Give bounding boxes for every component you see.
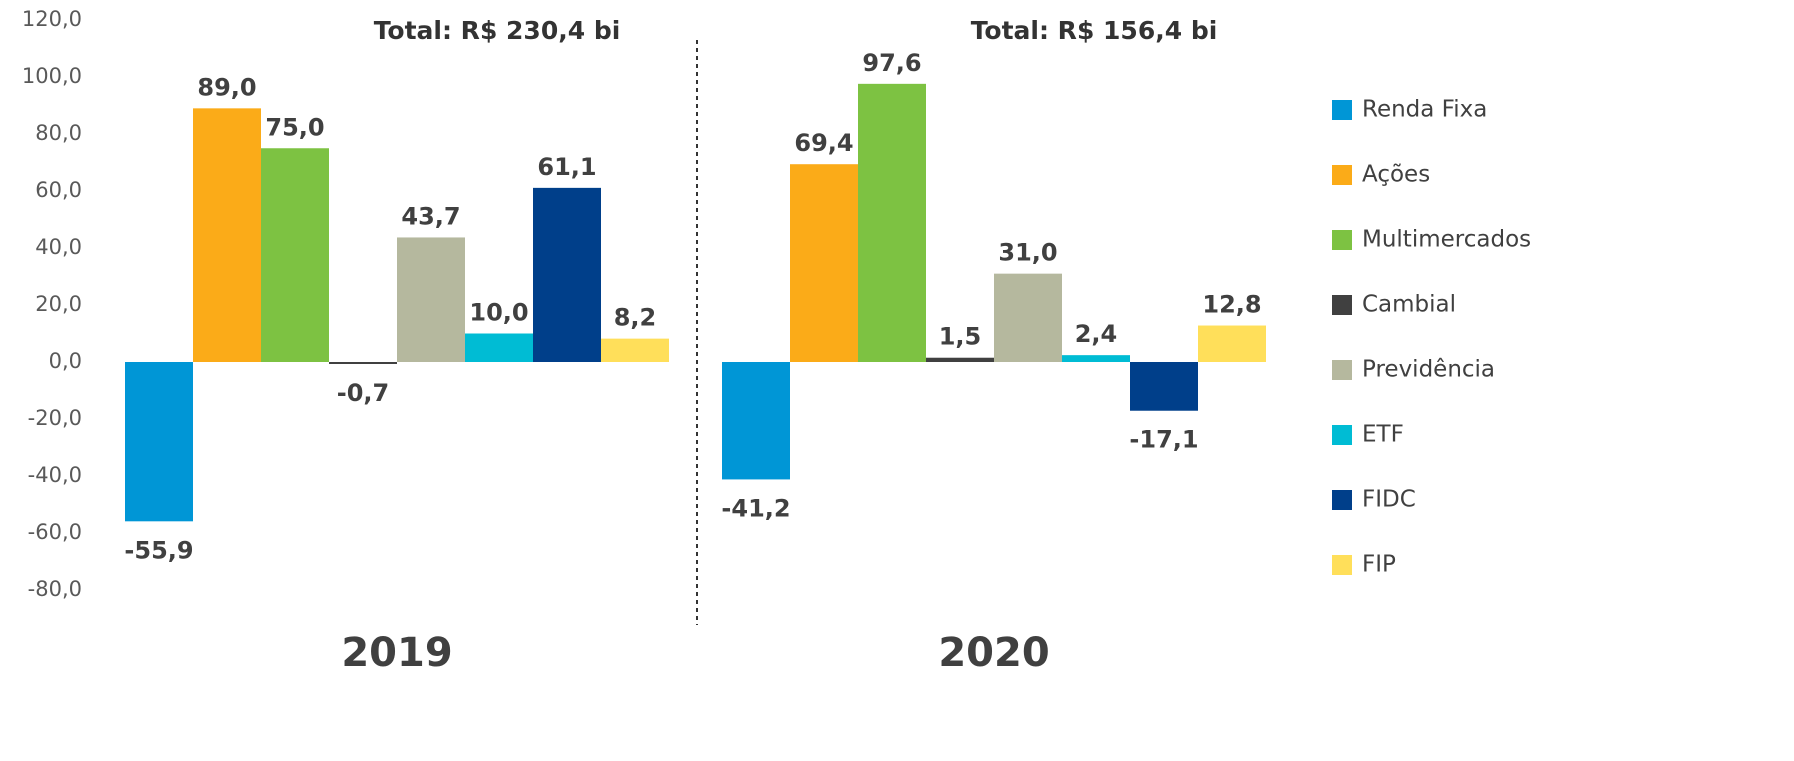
value-label: 1,5	[939, 323, 982, 351]
legend-swatch	[1332, 165, 1352, 185]
legend-swatch	[1332, 295, 1352, 315]
total-annotation: Total: R$ 156,4 bi	[971, 16, 1218, 45]
legend-swatch	[1332, 360, 1352, 380]
y-tick-label: 0,0	[49, 349, 82, 373]
legend-label: FIP	[1362, 552, 1396, 578]
y-tick-label: -40,0	[28, 463, 82, 487]
y-tick-label: 120,0	[22, 7, 82, 31]
legend-label: Cambial	[1362, 292, 1456, 318]
y-tick-label: -60,0	[28, 520, 82, 544]
value-label: -0,7	[337, 379, 389, 407]
bar	[1198, 325, 1266, 362]
value-label: 10,0	[469, 299, 528, 327]
value-label: -55,9	[124, 536, 193, 564]
value-label: -17,1	[1129, 426, 1198, 454]
bar	[397, 237, 465, 362]
legend-label: FIDC	[1362, 487, 1416, 513]
legend-label: Ações	[1362, 162, 1430, 188]
y-tick-label: -80,0	[28, 577, 82, 601]
bar	[533, 187, 601, 362]
y-tick-label: 60,0	[35, 178, 82, 202]
value-label: 75,0	[265, 113, 324, 141]
value-label: 2,4	[1075, 320, 1118, 348]
value-label: -41,2	[721, 494, 790, 522]
y-tick-label: 80,0	[35, 121, 82, 145]
legend-label: Previdência	[1362, 357, 1495, 383]
value-label: 8,2	[614, 304, 657, 332]
legend-swatch	[1332, 555, 1352, 575]
value-label: 89,0	[197, 73, 256, 101]
y-tick-label: 100,0	[22, 64, 82, 88]
value-label: 69,4	[794, 129, 853, 157]
legend-swatch	[1332, 490, 1352, 510]
legend-swatch	[1332, 425, 1352, 445]
legend-label: Multimercados	[1362, 227, 1531, 253]
bar	[1130, 362, 1198, 411]
bar	[722, 362, 790, 480]
bar	[601, 338, 669, 362]
category-label: 2020	[938, 630, 1049, 676]
legend-swatch	[1332, 100, 1352, 120]
y-tick-label: 40,0	[35, 235, 82, 259]
bar	[994, 273, 1062, 362]
value-label: 43,7	[401, 202, 460, 230]
bar	[465, 333, 533, 362]
bar	[790, 164, 858, 362]
value-label: 97,6	[862, 49, 921, 77]
legend-label: ETF	[1362, 422, 1404, 448]
y-tick-label: 20,0	[35, 292, 82, 316]
category-label: 2019	[341, 630, 452, 676]
bar	[329, 362, 397, 364]
bar	[125, 362, 193, 522]
value-label: 12,8	[1202, 291, 1261, 319]
legend-swatch	[1332, 230, 1352, 250]
bar	[858, 83, 926, 362]
legend-label: Renda Fixa	[1362, 97, 1487, 123]
total-annotation: Total: R$ 230,4 bi	[374, 16, 621, 45]
value-label: 31,0	[998, 239, 1057, 267]
bar	[261, 148, 329, 362]
y-tick-label: -20,0	[28, 406, 82, 430]
bar	[926, 357, 994, 362]
bar	[193, 108, 261, 362]
bar	[1062, 355, 1130, 362]
value-label: 61,1	[537, 153, 596, 181]
